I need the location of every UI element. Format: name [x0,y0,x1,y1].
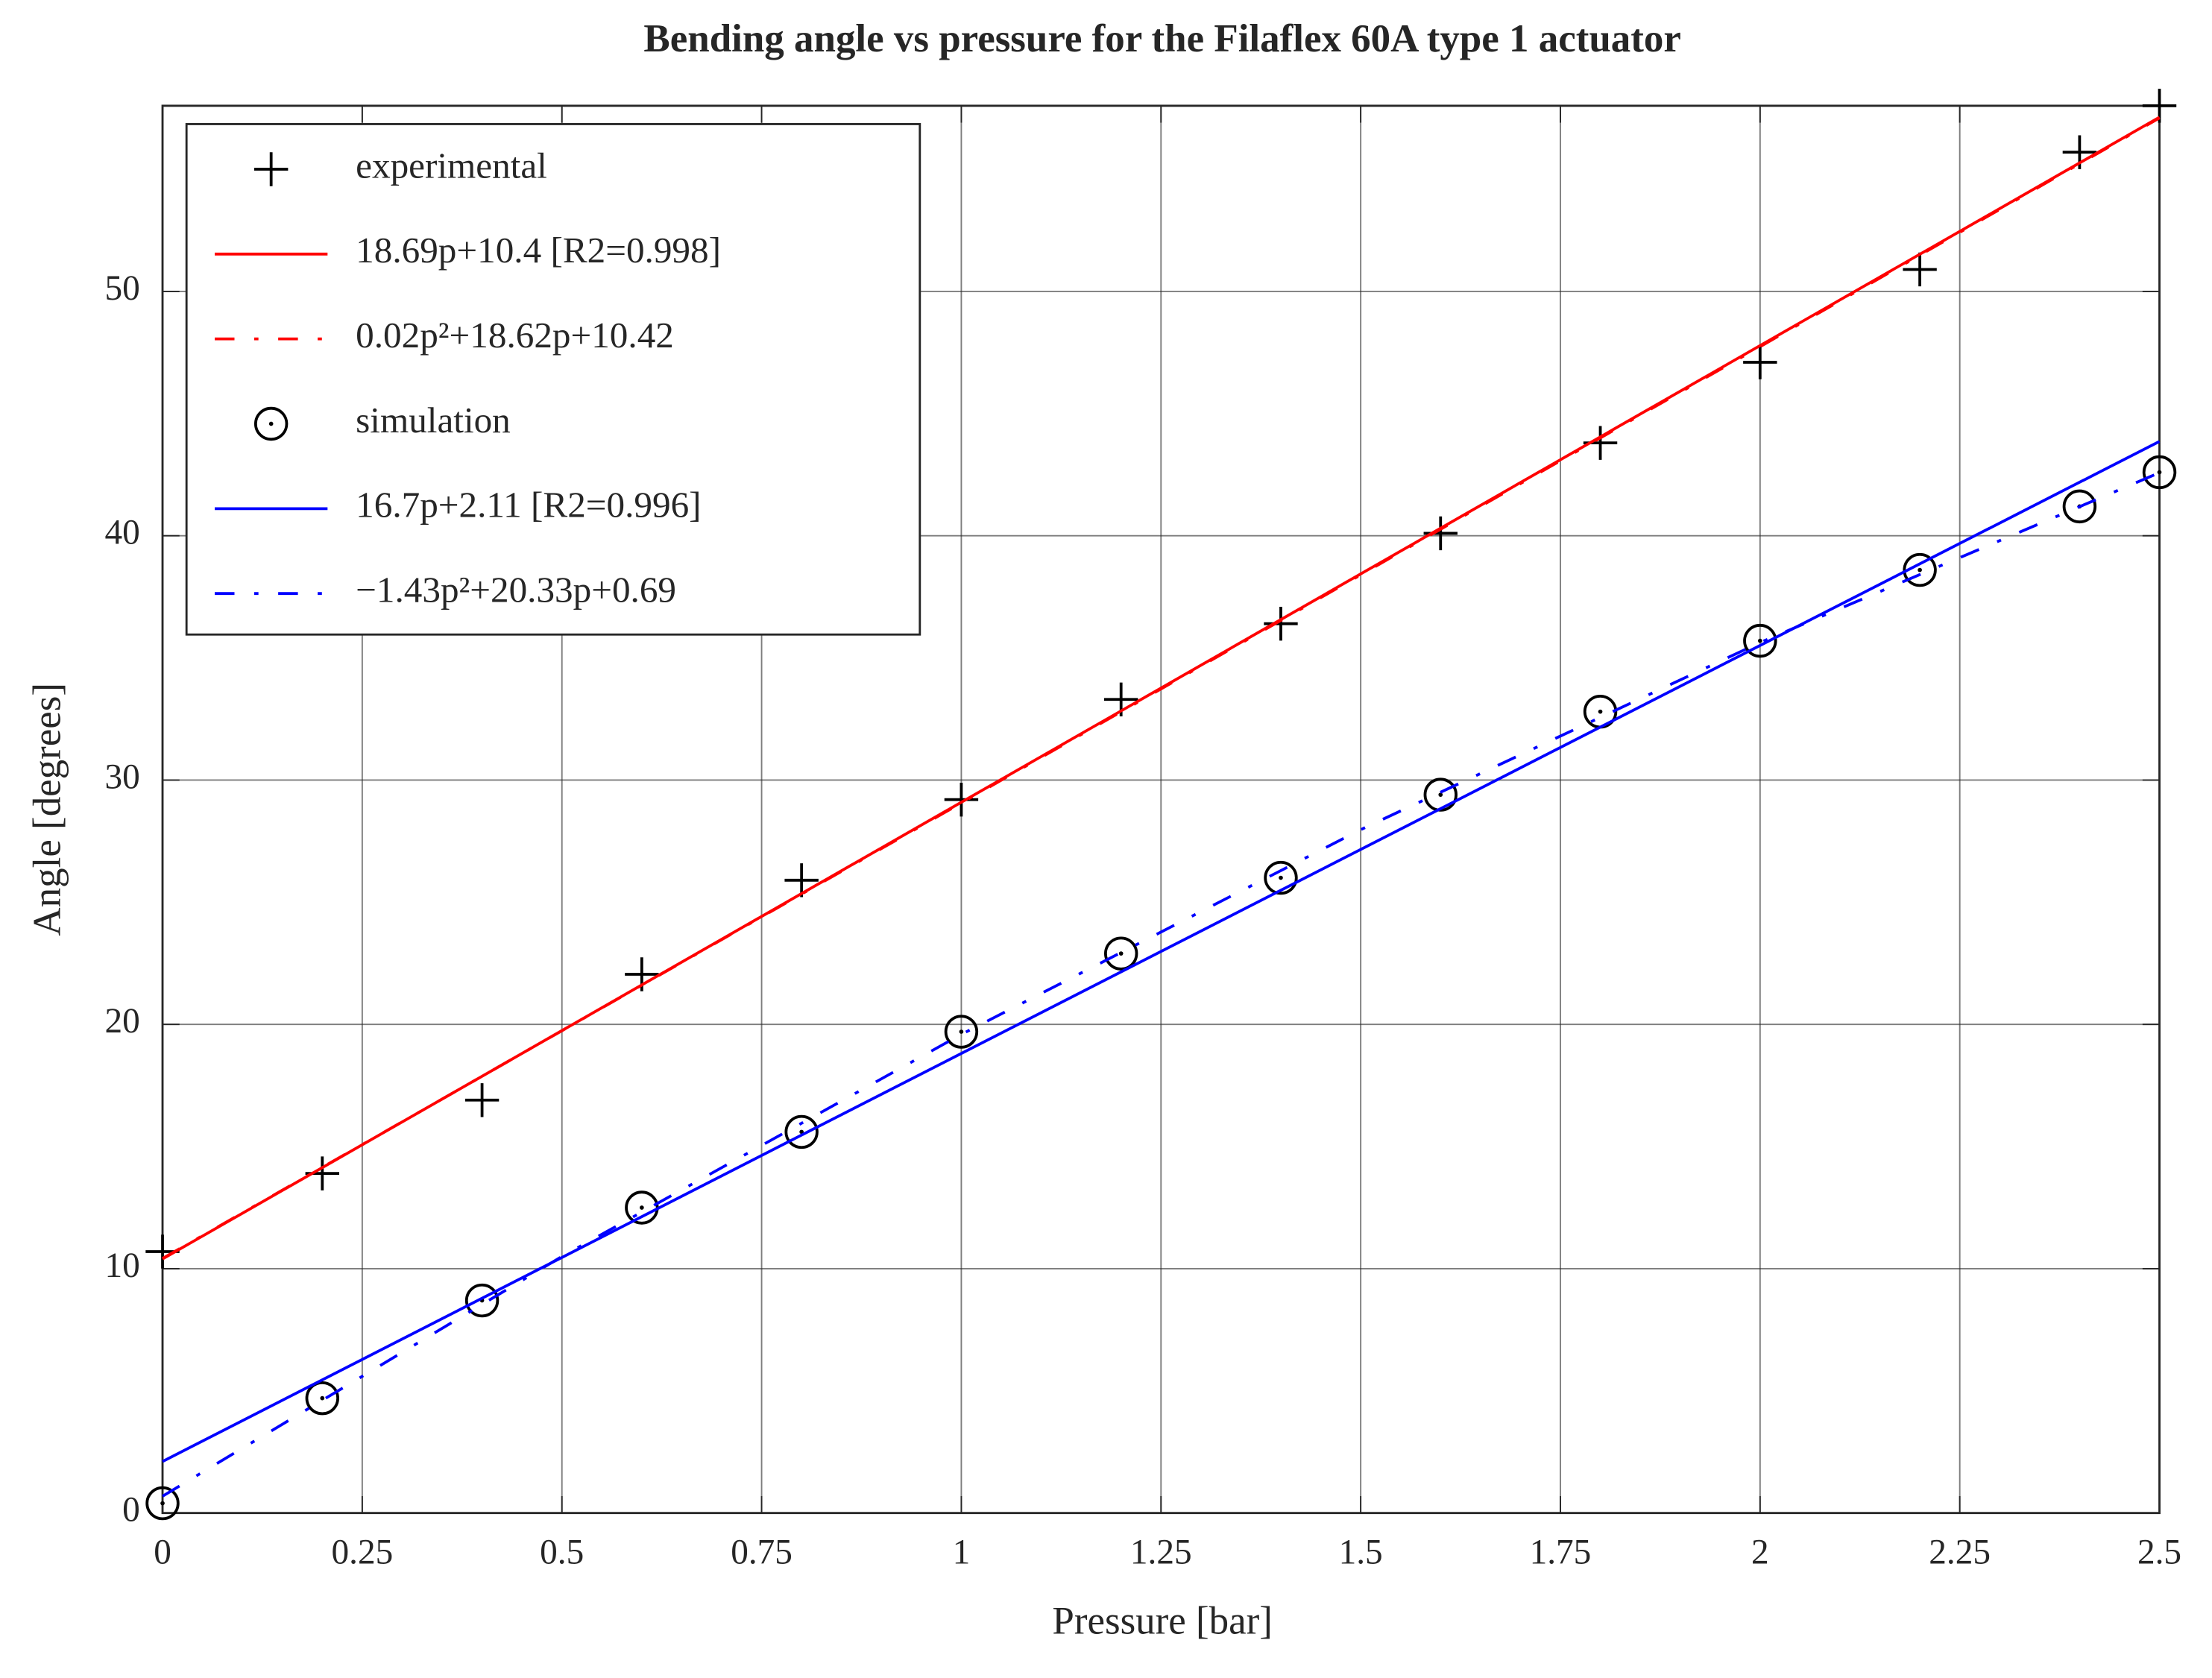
marker-dot [959,1029,964,1034]
marker-plus [944,782,979,817]
marker-circle [944,1015,979,1049]
legend-label: 0.02p²+18.62p+10.42 [356,315,674,356]
marker-plus [464,1083,500,1117]
marker-circle [1423,778,1458,812]
legend-label: 16.7p+2.11 [R2=0.996] [356,485,701,526]
marker-circle [1264,860,1298,895]
marker-circle [2142,455,2177,490]
chart-title: Bending angle vs pressure for the Filafl… [643,17,1680,60]
marker-circle [784,1114,819,1149]
marker-circle [1903,552,1937,587]
marker-plus [1903,252,1937,287]
y-tick-label: 10 [104,1246,139,1285]
fit-line [162,471,2161,1498]
marker-plus [1743,345,1777,379]
marker-circle [464,1283,500,1318]
x-tick-label: 2.5 [2137,1533,2181,1571]
axes-box [161,104,2161,1515]
marker-circle [305,1381,340,1416]
y-tick-label: 40 [104,514,139,552]
marker-dot [320,1395,325,1401]
x-tick-label: 1.75 [1530,1533,1592,1571]
x-axis-label: Pressure [bar] [1052,1599,1273,1642]
legend-label: −1.43p²+20.33p+0.69 [356,569,676,610]
y-tick-label: 0 [122,1491,140,1530]
x-tick-label: 0 [154,1533,171,1571]
marker-dot [1279,875,1283,880]
marker-dot [1118,951,1124,956]
y-axis-label: Angle [degrees] [26,683,69,936]
x-tick-label: 1.25 [1130,1533,1192,1571]
marker-dot [268,421,274,426]
marker-dot [160,1501,165,1506]
marker-circle [2062,489,2097,524]
marker-dot [1438,792,1443,797]
y-tick-label: 30 [104,757,139,796]
legend-label: simulation [356,400,511,441]
marker-plus [784,863,819,898]
marker-plus [253,152,289,186]
x-tick-label: 1 [953,1533,971,1571]
marker-dot [1918,567,1922,573]
x-tick-label: 1.5 [1339,1533,1383,1571]
x-tick-label: 0.75 [731,1533,793,1571]
marker-dot [2157,470,2162,475]
y-tick-label: 20 [104,1002,139,1041]
marker-circle [253,406,289,441]
legend-label: experimental [356,145,547,186]
x-tick-label: 2.25 [1929,1533,1991,1571]
y-tick-label: 50 [104,269,139,308]
marker-plus [2142,89,2177,123]
x-tick-label: 0.5 [540,1533,584,1571]
marker-dot [1757,638,1762,643]
marker-circle [145,1486,180,1521]
fit-line [162,116,2161,1260]
legend-box [185,123,921,636]
x-tick-label: 2 [1751,1533,1769,1571]
marker-circle [1104,936,1138,971]
legend-label: 18.69p+10.4 [R2=0.998] [356,230,721,271]
fit-line [162,440,2161,1463]
marker-dot [1598,709,1603,714]
x-tick-label: 0.25 [332,1533,394,1571]
marker-circle [1743,623,1777,658]
marker-plus [1264,606,1298,641]
marker-dot [640,1205,644,1210]
